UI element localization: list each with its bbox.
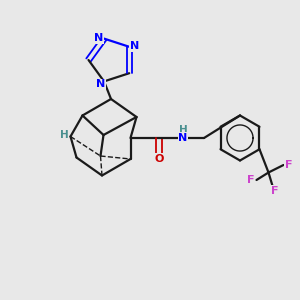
Text: N: N	[178, 133, 188, 143]
Text: H: H	[178, 124, 188, 135]
Text: H: H	[59, 130, 68, 140]
Text: N: N	[96, 80, 106, 89]
Text: F: F	[285, 160, 293, 170]
Text: N: N	[94, 33, 103, 43]
Text: F: F	[271, 186, 278, 196]
Text: N: N	[130, 41, 139, 51]
Text: O: O	[154, 154, 164, 164]
Text: F: F	[247, 175, 254, 185]
